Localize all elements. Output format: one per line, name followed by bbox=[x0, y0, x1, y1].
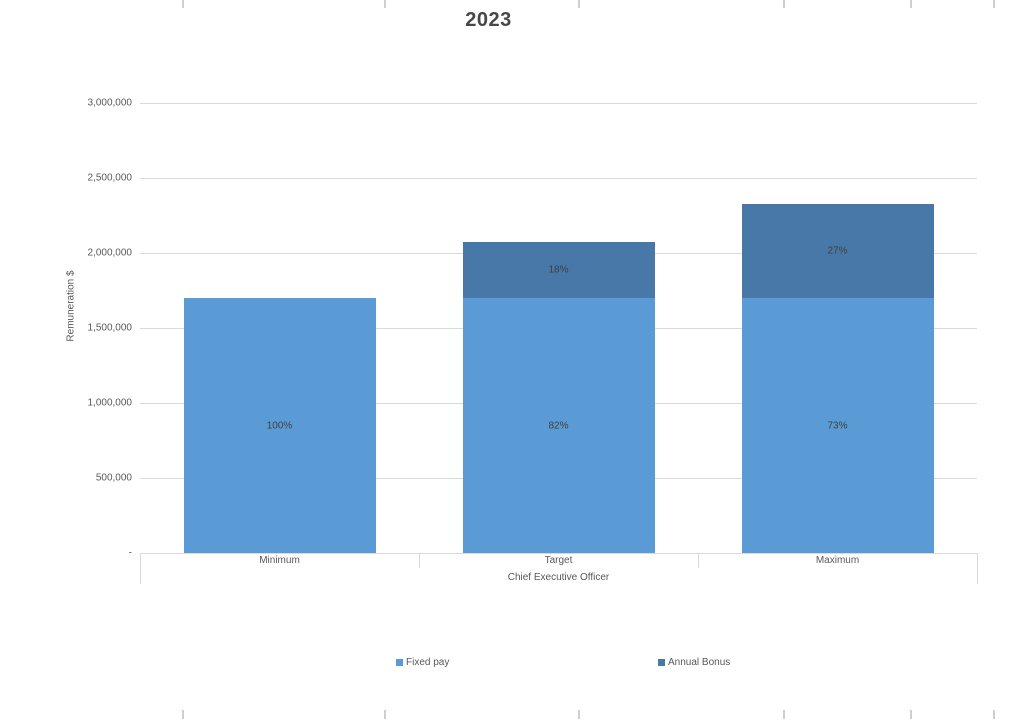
x-axis-category-label: Target bbox=[544, 555, 573, 566]
bar-data-label: 100% bbox=[266, 420, 293, 431]
bar-segment-fixed-pay bbox=[462, 298, 655, 553]
worksheet-column-tick bbox=[993, 710, 995, 719]
worksheet-column-tick bbox=[910, 0, 912, 8]
worksheet-column-tick bbox=[384, 0, 386, 8]
bar-data-label: 18% bbox=[548, 264, 569, 276]
x-axis-group-label: Chief Executive Officer bbox=[507, 572, 610, 583]
y-axis-tick-label: - bbox=[128, 547, 132, 559]
y-axis-tick-label: 1,500,000 bbox=[87, 322, 133, 334]
worksheet-column-tick bbox=[384, 710, 386, 719]
legend: Fixed pay Annual Bonus bbox=[0, 655, 1026, 669]
bar-segment-annual-bonus bbox=[462, 241, 655, 298]
bar-data-label: 73% bbox=[827, 420, 848, 431]
worksheet-column-tick bbox=[993, 0, 995, 8]
gridline bbox=[140, 553, 977, 554]
legend-label: Fixed pay bbox=[406, 656, 450, 668]
worksheet-column-tick bbox=[578, 0, 580, 8]
gridline bbox=[140, 103, 977, 104]
y-axis-tick-label: 500,000 bbox=[95, 472, 132, 484]
bar-segment-fixed-pay bbox=[741, 298, 934, 553]
bar-data-label: 82% bbox=[548, 420, 569, 431]
worksheet-column-tick bbox=[578, 710, 580, 719]
worksheet-column-tick bbox=[783, 0, 785, 8]
legend-color-swatch-icon bbox=[658, 658, 665, 666]
category-divider-line bbox=[419, 553, 420, 568]
worksheet-column-tick bbox=[182, 0, 184, 8]
category-divider-line bbox=[698, 553, 699, 568]
worksheet-column-tick bbox=[182, 710, 184, 719]
bar-data-label: 27% bbox=[827, 245, 848, 257]
legend-label: Annual Bonus bbox=[668, 656, 731, 668]
bar-segment-fixed-pay bbox=[183, 298, 376, 553]
x-axis-category-label: Minimum bbox=[259, 555, 300, 566]
worksheet-column-tick bbox=[910, 710, 912, 719]
y-axis-tick-label: 2,500,000 bbox=[87, 172, 133, 184]
y-axis-tick-label: 2,000,000 bbox=[87, 247, 133, 259]
category-divider-line bbox=[977, 553, 978, 584]
legend-item-fixed-pay: Fixed pay bbox=[396, 655, 449, 669]
worksheet-column-tick bbox=[783, 710, 785, 719]
gridline bbox=[140, 178, 977, 179]
legend-item-annual-bonus: Annual Bonus bbox=[658, 655, 730, 669]
category-divider-line bbox=[140, 553, 141, 584]
x-axis-category-label: Maximum bbox=[815, 555, 860, 566]
legend-color-swatch-icon bbox=[396, 658, 403, 666]
bar-segment-annual-bonus bbox=[741, 203, 934, 298]
y-axis-tick-label: 3,000,000 bbox=[87, 97, 133, 109]
y-axis-tick-label: 1,000,000 bbox=[87, 397, 133, 409]
chart-title: 2023 bbox=[465, 9, 512, 31]
